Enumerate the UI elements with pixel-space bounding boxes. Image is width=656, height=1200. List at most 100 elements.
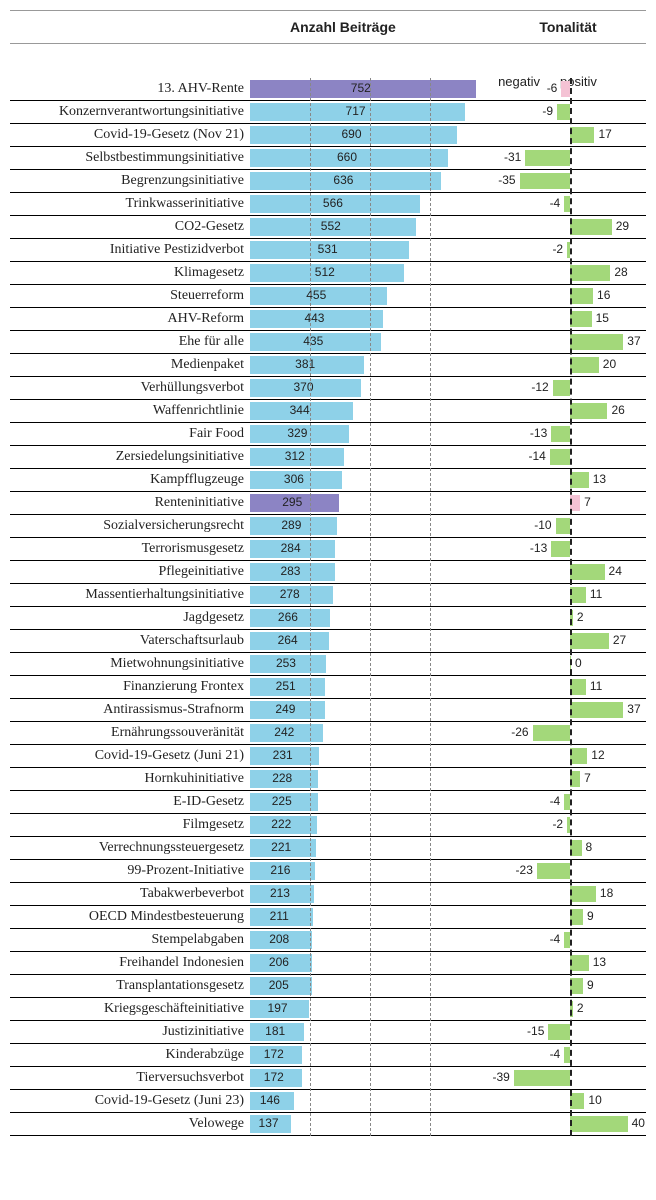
chart-row: Vaterschaftsurlaub26427: [10, 630, 646, 653]
chart-row: Kampfflugzeuge30613: [10, 469, 646, 492]
count-bar-area: 329: [250, 423, 490, 445]
tone-value: -13: [530, 426, 547, 440]
count-value: 455: [306, 288, 326, 302]
count-value: 208: [269, 932, 289, 946]
tone-value: -4: [550, 196, 561, 210]
row-label: Konzernverantwortungsinitiative: [10, 105, 250, 119]
tone-bar: [570, 978, 583, 994]
tone-value: -35: [498, 173, 515, 187]
chart-row: Kinderabzüge172-4: [10, 1044, 646, 1067]
count-value: 531: [318, 242, 338, 256]
row-label: Renteninitiative: [10, 496, 250, 510]
count-value: 253: [276, 656, 296, 670]
count-value: 329: [287, 426, 307, 440]
count-value: 216: [270, 863, 290, 877]
count-bar-area: 443: [250, 308, 490, 330]
tone-bar: [570, 472, 589, 488]
count-bar-area: 206: [250, 952, 490, 974]
count-bar-area: 312: [250, 446, 490, 468]
tone-area: 37: [490, 331, 646, 353]
chart-row: Sozialversicherungsrecht289-10: [10, 515, 646, 538]
tone-bar: [556, 518, 570, 534]
tone-value: 37: [627, 334, 640, 348]
row-label: OECD Mindestbesteuerung: [10, 910, 250, 924]
tone-area: 7: [490, 768, 646, 790]
tone-area: -12: [490, 377, 646, 399]
tone-bar: [570, 1093, 584, 1109]
tone-value: 10: [588, 1093, 601, 1107]
tone-bar: [570, 610, 573, 626]
count-value: 222: [271, 817, 291, 831]
count-bar-area: 208: [250, 929, 490, 951]
tone-value: -14: [528, 449, 545, 463]
chart-row: Jagdgesetz2662: [10, 607, 646, 630]
count-bar-area: 242: [250, 722, 490, 744]
tone-area: -26: [490, 722, 646, 744]
count-value: 231: [273, 748, 293, 762]
chart-row: CO2-Gesetz55229: [10, 216, 646, 239]
row-label: Tierversuchsverbot: [10, 1071, 250, 1085]
count-value: 660: [337, 150, 357, 164]
row-label: Medienpaket: [10, 358, 250, 372]
chart-row: Pflegeinitiative28324: [10, 561, 646, 584]
header-spacer: [10, 19, 250, 35]
count-bar-area: 228: [250, 768, 490, 790]
chart-row: Covid-19-Gesetz (Juni 21)23112: [10, 745, 646, 768]
tone-value: 40: [632, 1116, 645, 1130]
count-bar-area: 636: [250, 170, 490, 192]
tone-bar: [520, 173, 570, 189]
tone-area: 11: [490, 676, 646, 698]
tone-value: -15: [527, 1024, 544, 1038]
tone-area: 13: [490, 952, 646, 974]
count-value: 228: [272, 771, 292, 785]
row-label: Ehe für alle: [10, 335, 250, 349]
header-count: Anzahl Beiträge: [250, 19, 490, 35]
count-value: 146: [260, 1093, 280, 1107]
chart-row: Verrechnungssteuergesetz2218: [10, 837, 646, 860]
row-label: Kriegsgeschäfteinitiative: [10, 1002, 250, 1016]
count-value: 284: [281, 541, 301, 555]
tone-area: -31: [490, 147, 646, 169]
tone-area: -13: [490, 423, 646, 445]
tone-value: 18: [600, 886, 613, 900]
tone-bar: [570, 219, 612, 235]
row-label: AHV-Reform: [10, 312, 250, 326]
count-value: 205: [269, 978, 289, 992]
tone-area: 9: [490, 906, 646, 928]
tone-bar: [557, 104, 570, 120]
chart-row: Selbstbestimmungsinitiative660-31: [10, 147, 646, 170]
count-value: 206: [269, 955, 289, 969]
count-value: 225: [272, 794, 292, 808]
tone-area: 10: [490, 1090, 646, 1112]
count-bar-area: 660: [250, 147, 490, 169]
tone-area: 7: [490, 492, 646, 514]
tone-value: 9: [587, 909, 594, 923]
tone-bar: [550, 449, 570, 465]
header-tone: Tonalität: [490, 19, 646, 35]
row-label: Kinderabzüge: [10, 1048, 250, 1062]
count-bar-area: 172: [250, 1067, 490, 1089]
count-bar-area: 289: [250, 515, 490, 537]
tone-bar: [553, 380, 570, 396]
row-label: Initiative Pestizidverbot: [10, 243, 250, 257]
tone-area: -9: [490, 101, 646, 123]
row-label: Finanzierung Frontex: [10, 680, 250, 694]
row-label: Verrechnungssteuergesetz: [10, 841, 250, 855]
chart-row: Begrenzungsinitiative636-35: [10, 170, 646, 193]
count-bar-area: 435: [250, 331, 490, 353]
tone-bar: [564, 196, 570, 212]
tone-area: -4: [490, 1044, 646, 1066]
chart-row: Trinkwasserinitiative566-4: [10, 193, 646, 216]
chart-row: 13. AHV-Rente752-6: [10, 78, 646, 101]
tone-area: 11: [490, 584, 646, 606]
tone-bar: [570, 840, 582, 856]
row-label: Antirassismus-Strafnorm: [10, 703, 250, 717]
tone-value: -31: [504, 150, 521, 164]
count-bar-area: 266: [250, 607, 490, 629]
tone-value: 0: [575, 656, 582, 670]
comparison-chart: Anzahl Beiträge Tonalität negativ positi…: [10, 10, 646, 1136]
count-value: 566: [323, 196, 343, 210]
tone-value: 28: [614, 265, 627, 279]
tone-value: -23: [516, 863, 533, 877]
tone-bar: [548, 1024, 570, 1040]
